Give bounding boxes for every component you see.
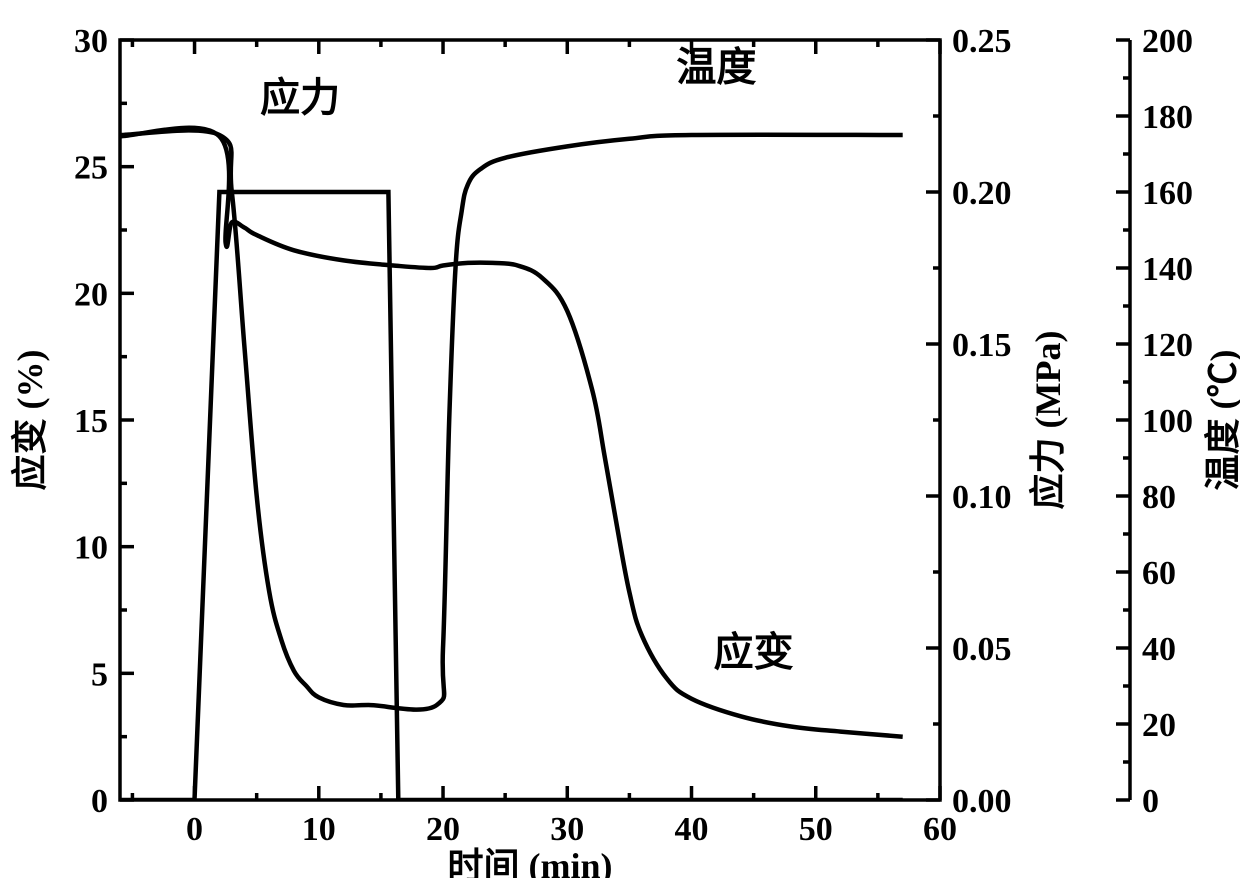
- y-left-tick-label: 5: [91, 656, 108, 693]
- y-right2-axis-label: 温度 (℃): [1203, 350, 1240, 491]
- y-right2-tick-label: 100: [1142, 403, 1193, 440]
- y-left-tick-label: 20: [74, 276, 108, 313]
- chart-container: 0 10 20 30 40 50 60 0 5 10 15 20 25 30 0.00 0.05 0.10 0.1…: [0, 0, 1240, 878]
- chart-svg: 0 10 20 30 40 50 60 0 5 10 15 20 25 30 0.00 0.05 0.10 0.1…: [0, 0, 1240, 878]
- x-tick-label: 20: [426, 811, 460, 848]
- x-tick-label: 30: [550, 811, 584, 848]
- y-left-tick-label: 15: [74, 403, 108, 440]
- y-right1-tick-label: 0.00: [952, 783, 1012, 820]
- x-tick-label: 10: [302, 811, 336, 848]
- y-right2-tick-label: 80: [1142, 479, 1176, 516]
- y-right2-tick-label: 120: [1142, 327, 1193, 364]
- y-left-tick-label: 25: [74, 150, 108, 187]
- y-right2-tick-label: 200: [1142, 23, 1193, 60]
- x-tick-label: 50: [799, 811, 833, 848]
- y-right1-tick-label: 0.15: [952, 327, 1012, 364]
- y-left-tick-label: 0: [91, 783, 108, 820]
- x-tick-label: 40: [675, 811, 709, 848]
- y-left-tick-label: 10: [74, 530, 108, 567]
- y-right1-tick-label: 0.05: [952, 631, 1012, 668]
- y-right2-tick-label: 20: [1142, 707, 1176, 744]
- y-right2-tick-label: 60: [1142, 555, 1176, 592]
- label-stress: 应力: [260, 75, 340, 120]
- x-tick-label: 0: [186, 811, 203, 848]
- y-right2-tick-label: 140: [1142, 251, 1193, 288]
- y-right1-tick-label: 0.20: [952, 175, 1012, 212]
- y-right1-tick-label: 0.10: [952, 479, 1012, 516]
- label-temperature: 温度: [676, 45, 756, 90]
- y-left-axis-label: 应变 (%): [9, 350, 50, 491]
- label-strain: 应变: [714, 630, 794, 675]
- y-right1-axis-label: 应力 (MPa): [1028, 331, 1068, 510]
- y-right2-tick-label: 160: [1142, 175, 1193, 212]
- y-right2-tick-label: 180: [1142, 99, 1193, 136]
- y-right2-tick-label: 0: [1142, 783, 1159, 820]
- y-right2-tick-label: 40: [1142, 631, 1176, 668]
- y-right1-tick-label: 0.25: [952, 23, 1012, 60]
- y-left-tick-label: 30: [74, 23, 108, 60]
- x-axis-label: 时间 (min): [448, 846, 613, 878]
